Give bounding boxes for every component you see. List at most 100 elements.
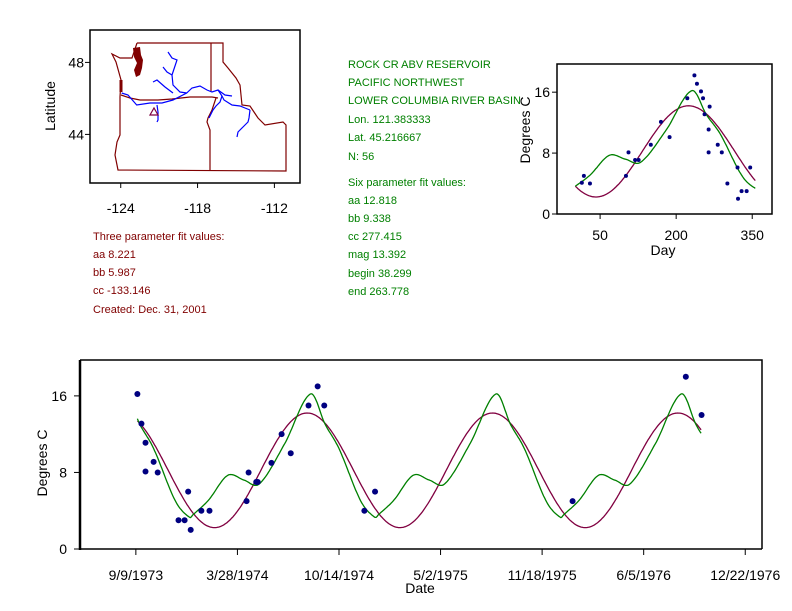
observation-point xyxy=(581,173,586,178)
three-param-title: Three parameter fit values: xyxy=(93,231,225,243)
observation-point xyxy=(138,420,145,427)
or-id-border xyxy=(206,97,217,170)
observation-point xyxy=(706,127,711,132)
station-name: ROCK CR ABV RESERVOIR xyxy=(348,59,491,71)
map-ytick-label: 48 xyxy=(68,54,84,70)
observation-point xyxy=(725,181,730,186)
state-borders xyxy=(110,42,287,172)
three-param-bb: bb 5.987 xyxy=(93,267,136,279)
seasonal-xtick-label: 50 xyxy=(592,227,608,243)
observation-point xyxy=(701,96,706,101)
observation-point xyxy=(154,469,161,476)
snake-river xyxy=(236,109,251,138)
three-param-fit-line xyxy=(574,105,756,198)
six-param-bb: bb 9.338 xyxy=(348,213,391,225)
observation-point xyxy=(142,439,149,446)
timeseries-axis-ticks: 9/9/1973 3/28/1974 10/14/1974 5/2/1975 11/18… xyxy=(51,388,780,583)
observation-point xyxy=(243,498,250,505)
observation-point xyxy=(682,373,689,380)
timeseries-fit-curves xyxy=(136,393,702,529)
observation-point xyxy=(648,142,653,147)
observation-point xyxy=(185,488,192,495)
map-ylabel: Latitude xyxy=(42,81,58,131)
map-xtick-label: -112 xyxy=(261,200,288,216)
observation-point xyxy=(361,507,368,514)
observation-point xyxy=(198,507,205,514)
seasonal-ytick-label: 8 xyxy=(542,145,550,161)
observation-point xyxy=(587,181,592,186)
station-region: PACIFIC NORTHWEST xyxy=(348,77,465,89)
observation-point xyxy=(187,526,194,533)
observation-point xyxy=(685,96,690,101)
seasonal-xtick-label: 200 xyxy=(664,227,688,243)
observation-point xyxy=(735,165,740,170)
six-param-mag: mag 13.392 xyxy=(348,249,407,261)
tributary-4 xyxy=(217,89,233,97)
observation-point xyxy=(305,402,312,409)
seasonal-xtick-label: 350 xyxy=(741,227,765,243)
station-basin: LOWER COLUMBIA RIVER BASIN xyxy=(348,95,521,107)
station-marker-triangle xyxy=(148,106,160,116)
timeseries-xtick-label: 5/2/1975 xyxy=(413,567,468,583)
timeseries-frame xyxy=(80,359,763,549)
observation-point xyxy=(569,498,576,505)
timeseries-xtick-label: 9/9/1973 xyxy=(109,567,164,583)
seasonal-observations xyxy=(579,73,753,201)
timeseries-ytick-label: 16 xyxy=(51,388,67,404)
map-xtick-label: -118 xyxy=(184,200,211,216)
seasonal-xlabel: Day xyxy=(651,242,676,258)
tributary-2 xyxy=(152,79,174,94)
seasonal-ytick-label: 16 xyxy=(534,84,550,100)
observation-point xyxy=(636,157,641,162)
puget-islands xyxy=(133,47,143,77)
three-param-cc: cc -133.146 xyxy=(93,285,151,297)
timeseries-ylabel: Degrees C xyxy=(34,430,50,497)
observation-point xyxy=(372,488,379,495)
observation-point xyxy=(181,517,188,524)
rivers xyxy=(121,51,251,138)
observation-point xyxy=(744,189,749,194)
seasonal-fit-curves xyxy=(574,89,756,198)
observation-point xyxy=(748,165,753,170)
observation-point xyxy=(694,81,699,86)
observation-point xyxy=(287,450,294,457)
timeseries-chart: 9/9/1973 3/28/1974 10/14/1974 5/2/1975 11/18… xyxy=(34,359,780,596)
region-outline xyxy=(110,42,287,172)
location-map: -124 -118 -112 48 44 Latitude xyxy=(42,29,301,216)
observation-point xyxy=(245,469,252,476)
observation-point xyxy=(321,402,328,409)
observation-point xyxy=(150,458,157,465)
timeseries-ytick-label: 0 xyxy=(59,541,67,557)
observation-point xyxy=(134,390,141,397)
observation-point xyxy=(702,112,707,117)
map-axis-ticks: -124 -118 -112 48 44 xyxy=(68,54,288,216)
timeseries-xtick-label: 3/28/1974 xyxy=(206,567,268,583)
six-param-title: Six parameter fit values: xyxy=(348,177,466,189)
observation-point xyxy=(667,135,672,140)
station-n: N: 56 xyxy=(348,151,375,163)
observation-point xyxy=(278,431,285,438)
tributary-3 xyxy=(208,95,223,119)
observation-point xyxy=(739,189,744,194)
six-param-end: end 263.778 xyxy=(348,286,410,298)
observation-point xyxy=(658,119,663,124)
six-param-begin: begin 38.299 xyxy=(348,268,412,280)
timeseries-xtick-label: 6/5/1976 xyxy=(616,567,671,583)
observation-point xyxy=(698,412,705,419)
station-lon: Lon. 121.383333 xyxy=(348,114,431,126)
seasonal-plot-frame xyxy=(556,63,773,215)
willamette-river xyxy=(156,104,159,123)
wa-or-border xyxy=(120,94,219,101)
observation-point xyxy=(707,104,712,109)
timeseries-xtick-label: 12/22/1976 xyxy=(710,567,780,583)
six-param-aa: aa 12.818 xyxy=(348,195,397,207)
observation-point xyxy=(254,479,261,486)
observation-point xyxy=(175,517,182,524)
timeseries-observations xyxy=(134,373,705,533)
observation-point xyxy=(719,150,724,155)
map-frame xyxy=(89,29,301,184)
six-param-cc: cc 277.415 xyxy=(348,231,402,243)
station-lat: Lat. 45.216667 xyxy=(348,132,422,144)
